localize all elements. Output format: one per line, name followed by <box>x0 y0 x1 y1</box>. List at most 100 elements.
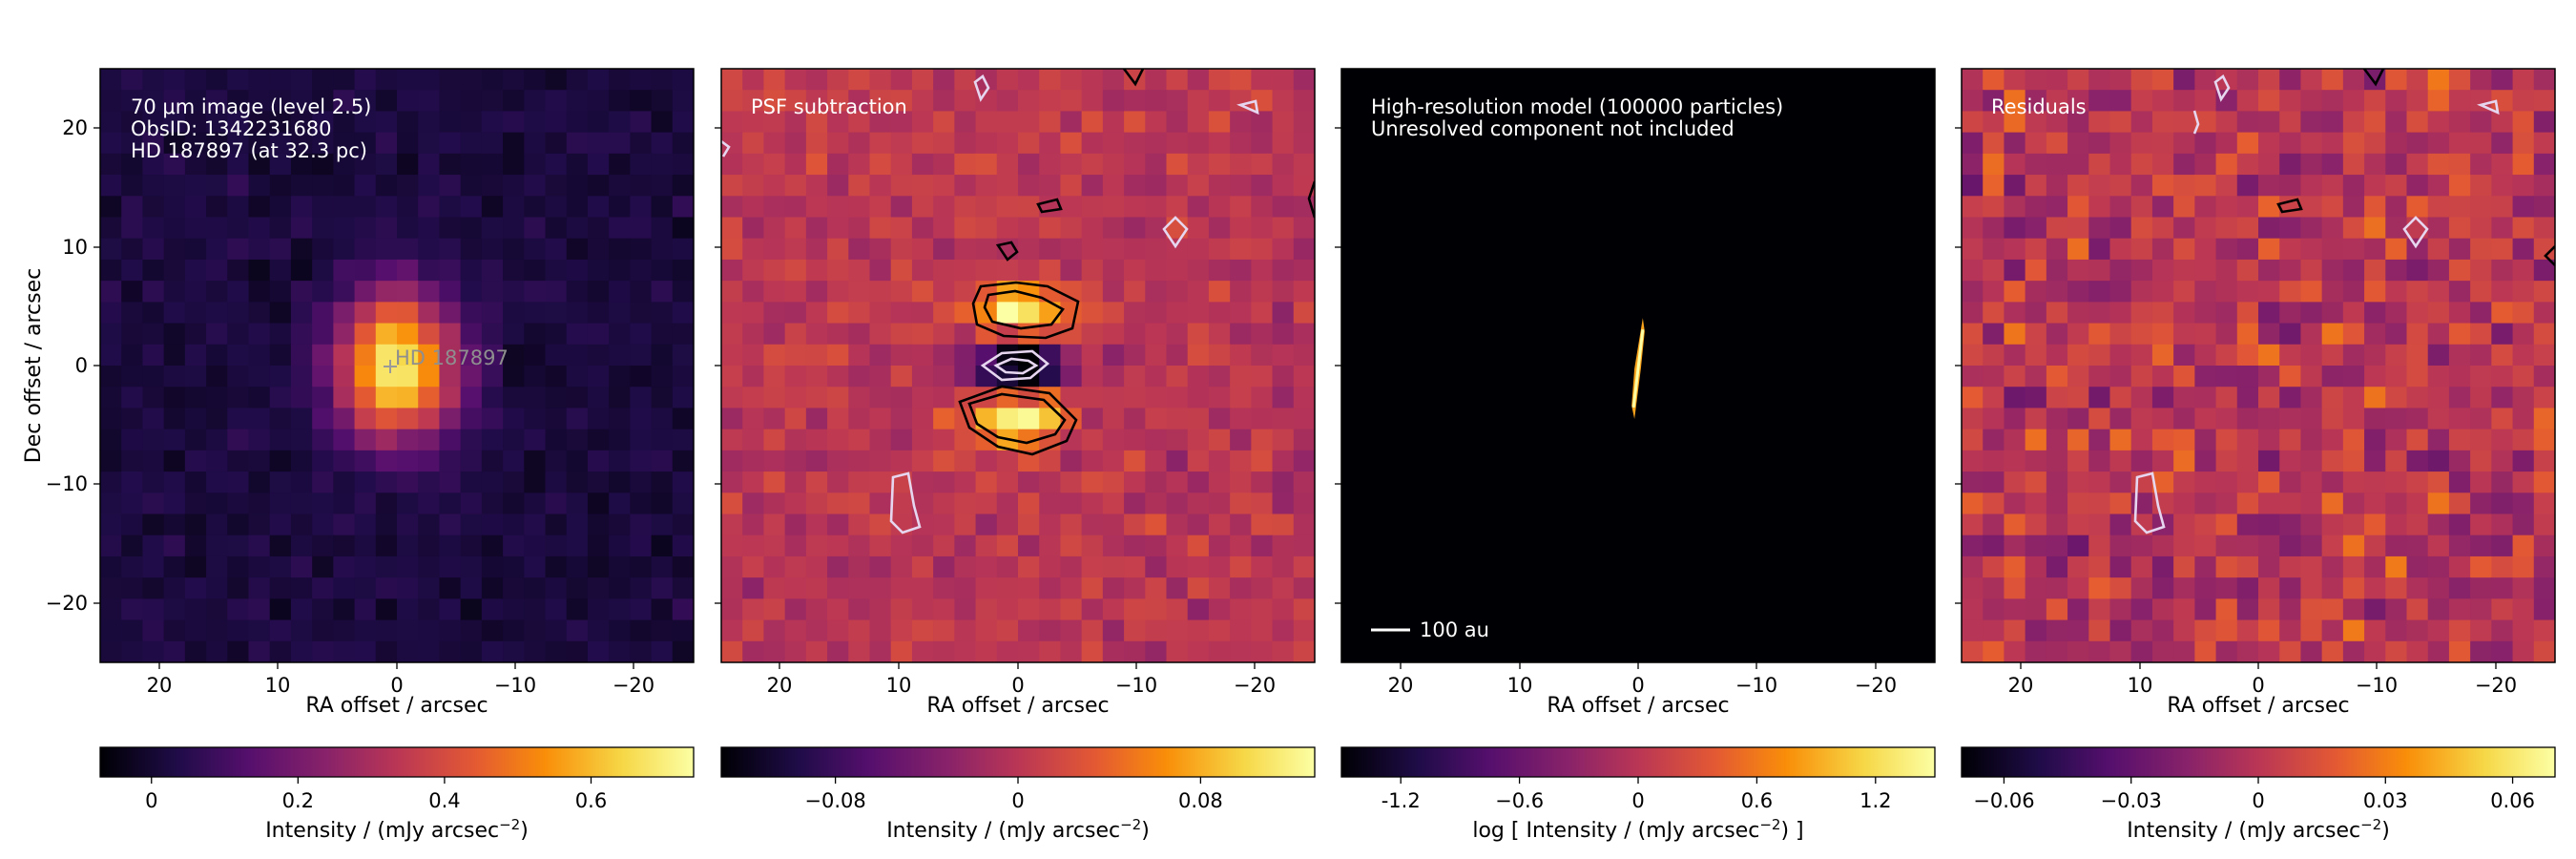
x-tick-label: −10 <box>1115 674 1157 697</box>
heatmap-cell <box>2385 471 2408 493</box>
heatmap-cell <box>2004 175 2026 197</box>
heatmap-cell <box>2067 259 2089 282</box>
heatmap-cell <box>1293 344 1315 367</box>
heatmap-cell <box>2512 577 2535 599</box>
heatmap-cell <box>1251 281 1274 303</box>
heatmap-cell <box>1272 619 1295 642</box>
heatmap-cell <box>721 619 743 642</box>
heatmap-cell <box>2279 429 2302 451</box>
heatmap-cell <box>503 450 525 472</box>
heatmap-cell <box>911 429 934 451</box>
heatmap-cell <box>2194 619 2217 642</box>
heatmap-cell <box>2470 598 2492 621</box>
heatmap-cell <box>397 366 419 388</box>
heatmap-cell <box>1272 577 1295 599</box>
heatmap-cell <box>996 471 1019 493</box>
heatmap-cell <box>269 450 292 472</box>
heatmap-cell <box>545 90 568 113</box>
heatmap-cell <box>784 281 807 303</box>
heatmap-cell <box>290 175 313 197</box>
contour-negative <box>2192 110 2200 135</box>
heatmap-cell <box>587 217 610 240</box>
heatmap-cell <box>848 387 871 409</box>
heatmap-cell <box>2448 175 2471 197</box>
heatmap-cell <box>2385 577 2408 599</box>
heatmap-cell <box>2321 217 2344 240</box>
heatmap-cell <box>1166 344 1189 367</box>
heatmap-cell <box>975 598 998 621</box>
heatmap-cell <box>121 90 144 113</box>
heatmap-cell <box>2109 492 2132 515</box>
heatmap-cell <box>2427 259 2450 282</box>
x-tick-label: 10 <box>265 674 291 697</box>
heatmap-cell <box>354 408 377 430</box>
heatmap-cell <box>651 69 674 91</box>
heatmap-cell <box>2109 387 2132 409</box>
heatmap-cell <box>2448 69 2471 91</box>
heatmap-cell <box>1166 513 1189 536</box>
heatmap-cell <box>545 175 568 197</box>
heatmap-cell <box>2279 450 2302 472</box>
heatmap-cell <box>1166 366 1189 388</box>
heatmap-cell <box>1081 492 1104 515</box>
heatmap-cell <box>2406 323 2429 346</box>
heatmap-cell <box>312 175 334 197</box>
heatmap-cell <box>2321 196 2344 219</box>
heatmap-cell <box>2300 259 2323 282</box>
heatmap-cell <box>2258 238 2280 261</box>
heatmap-cell <box>354 492 377 515</box>
heatmap-cell <box>1983 217 2005 240</box>
heatmap-cell <box>2279 90 2302 113</box>
heatmap-cell <box>763 302 786 325</box>
heatmap-cell <box>890 387 913 409</box>
heatmap-cell <box>100 132 122 155</box>
heatmap-cell <box>269 323 292 346</box>
heatmap-cell <box>2342 366 2365 388</box>
heatmap-cell <box>566 387 589 409</box>
heatmap-cell <box>2109 132 2132 155</box>
heatmap-cell <box>2300 619 2323 642</box>
heatmap-cell <box>2258 640 2280 662</box>
heatmap-cell <box>1018 90 1040 113</box>
heatmap-cell <box>742 429 765 451</box>
heatmap-cell <box>524 111 547 134</box>
heatmap-cell <box>333 555 356 578</box>
x-tick-label: 10 <box>1507 674 1533 697</box>
heatmap-cell <box>805 259 828 282</box>
x-axis-label: RA offset / arcsec <box>1547 694 1729 718</box>
heatmap-cell <box>933 344 955 367</box>
heatmap-cell <box>375 69 398 91</box>
heatmap-cell <box>890 408 913 430</box>
heatmap-cell <box>1187 640 1210 662</box>
heatmap-cell <box>2109 450 2132 472</box>
heatmap-cell <box>2004 450 2026 472</box>
heatmap-cell <box>954 598 977 621</box>
heatmap-cell <box>142 69 165 91</box>
heatmap-cell <box>1962 513 1984 536</box>
heatmap-cell <box>418 302 441 325</box>
heatmap-cell <box>439 69 462 91</box>
heatmap-cell <box>651 513 674 536</box>
heatmap-cell <box>2215 598 2238 621</box>
heatmap-cell <box>290 132 313 155</box>
heatmap-cell <box>1039 619 1062 642</box>
heatmap-cell <box>2406 450 2429 472</box>
heatmap-cell <box>2300 69 2323 91</box>
heatmap-cell <box>2236 408 2259 430</box>
heatmap-cell <box>721 513 743 536</box>
heatmap-cell <box>1230 69 1252 91</box>
heatmap-cell <box>2364 259 2386 282</box>
heatmap-cell <box>1018 153 1040 176</box>
heatmap-cell <box>333 534 356 557</box>
heatmap-cell <box>587 366 610 388</box>
heatmap-cell <box>121 429 144 451</box>
heatmap-cell <box>2512 69 2535 91</box>
heatmap-cell <box>933 323 955 346</box>
heatmap-cell <box>784 598 807 621</box>
heatmap-cell <box>566 259 589 282</box>
heatmap-cell <box>2533 534 2555 557</box>
heatmap-cell <box>248 238 271 261</box>
heatmap-cell <box>1208 132 1231 155</box>
heatmap-cell <box>1060 217 1083 240</box>
heatmap-cell <box>439 302 462 325</box>
